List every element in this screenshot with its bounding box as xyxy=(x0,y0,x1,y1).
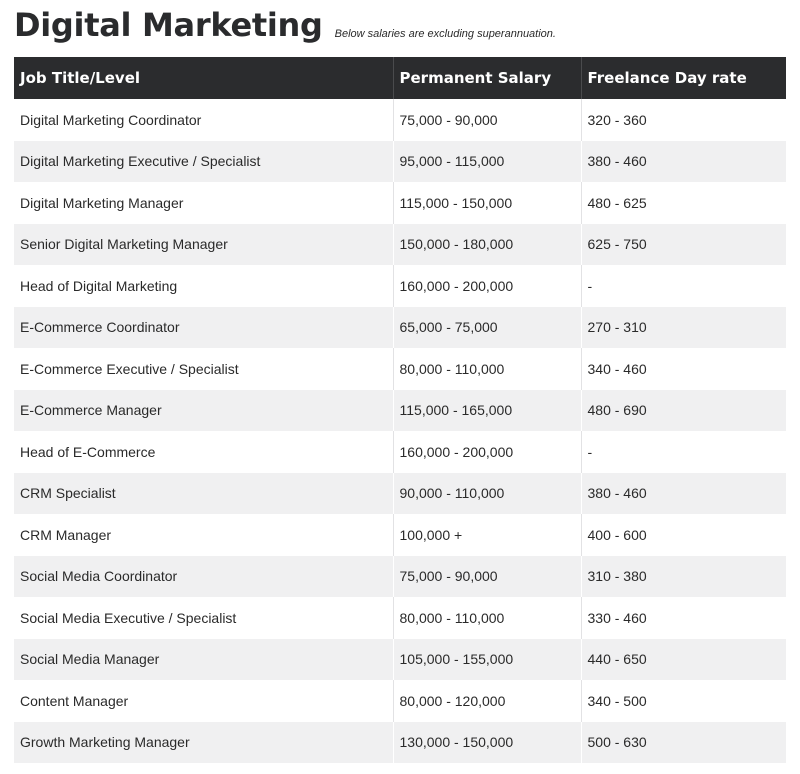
table-row: Head of Digital Marketing 160,000 - 200,0… xyxy=(14,265,786,307)
freelance-day-rate-cell: - xyxy=(580,265,786,307)
job-title-cell: Growth Marketing Manager xyxy=(14,721,393,763)
permanent-salary-cell: 75,000 - 90,000 xyxy=(392,99,581,141)
freelance-day-rate-cell: 380 - 460 xyxy=(580,472,786,514)
column-header-permanent-salary: Permanent Salary xyxy=(392,57,581,99)
job-title-cell: E-Commerce Coordinator xyxy=(14,306,393,348)
job-title-cell: E-Commerce Executive / Specialist xyxy=(20,360,239,377)
page-heading: Digital Marketing Below salaries are exc… xyxy=(14,4,556,46)
permanent-salary-cell: 65,000 - 75,000 xyxy=(392,306,581,348)
column-header-freelance-day-rate: Freelance Day rate xyxy=(580,57,786,99)
table-row: Social Media Manager 105,000 - 155,000 440… xyxy=(14,638,786,680)
table-row: Social Media Coordinator 75,000 - 90,000 3… xyxy=(14,555,786,597)
page-title: Digital Marketing xyxy=(14,6,323,44)
table-row: Digital Marketing Manager 115,000 - 150,0… xyxy=(14,182,786,224)
salary-table: Job Title/Level Permanent Salary Freelan… xyxy=(14,57,786,763)
permanent-salary-cell: 160,000 - 200,000 xyxy=(392,265,581,307)
freelance-day-rate-cell: 500 - 630 xyxy=(580,721,786,763)
table-row: E-Commerce Executive / Specialist 80,000 … xyxy=(14,348,786,390)
job-title-cell: CRM Manager xyxy=(20,526,112,543)
permanent-salary-cell: 75,000 - 90,000 xyxy=(392,555,581,597)
freelance-day-rate-cell: 320 - 360 xyxy=(580,99,786,141)
table-header-row: Job Title/Level Permanent Salary Freelan… xyxy=(14,57,786,99)
job-title-cell: Digital Marketing Coordinator xyxy=(20,111,202,128)
job-title-cell: Head of E-Commerce xyxy=(20,443,156,460)
job-title-cell: Digital Marketing Manager xyxy=(20,194,184,211)
job-title-cell: E-Commerce Manager xyxy=(14,389,393,431)
column-header-job-title: Job Title/Level xyxy=(14,57,393,99)
freelance-day-rate-cell: 440 - 650 xyxy=(580,638,786,680)
permanent-salary-cell: 130,000 - 150,000 xyxy=(392,721,581,763)
table-row: E-Commerce Coordinator 65,000 - 75,000 270… xyxy=(14,306,786,348)
table-row: CRM Manager 100,000 +400 - 600 xyxy=(14,514,786,556)
freelance-day-rate-cell: 480 - 690 xyxy=(580,389,786,431)
table-row: Senior Digital Marketing Manager 150,000 … xyxy=(14,223,786,265)
job-title-cell: Social Media Manager xyxy=(14,638,393,680)
job-title-cell: Content Manager xyxy=(20,692,129,709)
freelance-day-rate-cell: 330 - 460 xyxy=(580,597,786,639)
job-title-cell: Digital Marketing Executive / Specialist xyxy=(14,140,393,182)
permanent-salary-cell: 115,000 - 165,000 xyxy=(392,389,581,431)
permanent-salary-cell: 90,000 - 110,000 xyxy=(392,472,581,514)
permanent-salary-cell: 95,000 - 115,000 xyxy=(392,140,581,182)
freelance-day-rate-cell: 625 - 750 xyxy=(580,223,786,265)
table-row: CRM Specialist 90,000 - 110,000 380 - 460 xyxy=(14,472,786,514)
freelance-day-rate-cell: 380 - 460 xyxy=(580,140,786,182)
job-title-cell: Social Media Coordinator xyxy=(14,555,393,597)
salary-note: Below salaries are excluding superannuat… xyxy=(334,28,556,40)
freelance-day-rate-cell: 340 - 500 xyxy=(580,680,786,722)
freelance-day-rate-cell: 310 - 380 xyxy=(580,555,786,597)
permanent-salary-cell: 80,000 - 120,000 xyxy=(392,680,581,722)
table-row: E-Commerce Manager 115,000 - 165,000 480 -… xyxy=(14,389,786,431)
permanent-salary-cell: 160,000 - 200,000 xyxy=(392,431,581,473)
permanent-salary-cell: 115,000 - 150,000 xyxy=(392,182,581,224)
freelance-day-rate-cell: 480 - 625 xyxy=(580,182,786,224)
job-title-cell: Social Media Executive / Specialist xyxy=(20,609,237,626)
permanent-salary-cell: 80,000 - 110,000 xyxy=(392,348,581,390)
permanent-salary-cell: 80,000 - 110,000 xyxy=(392,597,581,639)
table-row: Content Manager 80,000 - 120,000 340 - 500 xyxy=(14,680,786,722)
permanent-salary-cell: 105,000 - 155,000 xyxy=(392,638,581,680)
freelance-day-rate-cell: - xyxy=(580,431,786,473)
table-row: Head of E-Commerce 160,000 - 200,000- xyxy=(14,431,786,473)
table-row: Digital Marketing Coordinator 75,000 - 90… xyxy=(14,99,786,141)
permanent-salary-cell: 150,000 - 180,000 xyxy=(392,223,581,265)
table-row: Growth Marketing Manager 130,000 - 150,00… xyxy=(14,721,786,763)
table-row: Digital Marketing Executive / Specialist… xyxy=(14,140,786,182)
salary-table-body: Digital Marketing Coordinator 75,000 - 90… xyxy=(14,99,786,763)
freelance-day-rate-cell: 400 - 600 xyxy=(580,514,786,556)
job-title-cell: Head of Digital Marketing xyxy=(20,277,178,294)
table-row: Social Media Executive / Specialist 80,00… xyxy=(14,597,786,639)
freelance-day-rate-cell: 270 - 310 xyxy=(580,306,786,348)
job-title-cell: CRM Specialist xyxy=(14,472,393,514)
permanent-salary-cell: 100,000 + xyxy=(392,514,581,556)
freelance-day-rate-cell: 340 - 460 xyxy=(580,348,786,390)
job-title-cell: Senior Digital Marketing Manager xyxy=(14,223,393,265)
